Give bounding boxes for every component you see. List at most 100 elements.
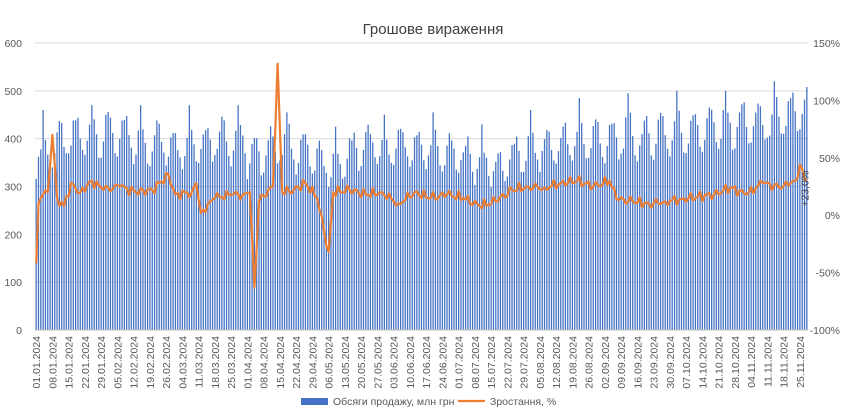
bar [643, 120, 645, 330]
bar [56, 132, 58, 330]
bar [225, 141, 228, 330]
bar [290, 148, 293, 330]
x-tick-label: 26.08.2024 [584, 336, 596, 389]
bar [126, 116, 128, 330]
x-tick-label: 25.11.2024 [795, 336, 807, 388]
x-tick-label: 10.06.2024 [405, 336, 417, 389]
growth-line [35, 62, 808, 289]
bar [191, 129, 193, 330]
bar [337, 153, 339, 330]
bar [773, 81, 775, 331]
bar [743, 102, 745, 330]
legend-label-line: Зростання, % [490, 396, 556, 408]
bar [142, 129, 144, 330]
bar [476, 168, 478, 330]
bar [789, 98, 792, 330]
bar [481, 124, 483, 330]
bar [425, 169, 427, 330]
bar [307, 144, 309, 330]
bar [583, 144, 585, 330]
bar [65, 153, 67, 330]
bar [300, 139, 302, 330]
chart-title: Грошове вираження [363, 21, 504, 38]
bar [223, 120, 225, 330]
bar [323, 166, 325, 330]
bar [411, 160, 413, 330]
bar [237, 105, 239, 330]
bar [567, 144, 569, 330]
bar [460, 160, 462, 330]
bar [722, 110, 724, 331]
x-tick-label: 08.01.2024 [47, 336, 59, 389]
bar [592, 126, 594, 330]
bar [680, 132, 683, 330]
bar [121, 120, 123, 330]
bar [601, 157, 604, 330]
bar [70, 145, 72, 330]
bar [265, 155, 267, 330]
bar [418, 132, 420, 330]
bar [520, 172, 522, 330]
x-tick-label: 30.09.2024 [665, 336, 677, 389]
bar [369, 134, 372, 330]
bar [37, 156, 40, 330]
bar [119, 138, 121, 330]
bar [376, 164, 379, 330]
bar [646, 116, 648, 331]
x-tick-label: 22.01.2024 [80, 336, 92, 389]
bar [597, 122, 599, 330]
bar [413, 137, 416, 330]
x-tick-label: 01.04.2024 [242, 336, 254, 389]
bar [717, 148, 720, 330]
bar [123, 119, 126, 330]
bar [629, 112, 632, 331]
bar [666, 148, 669, 330]
bar [133, 163, 135, 330]
bar [258, 151, 260, 330]
bar [293, 159, 295, 330]
bar [599, 143, 601, 330]
bar [188, 105, 191, 330]
x-tick-label: 23.09.2024 [649, 336, 661, 389]
bar [286, 112, 288, 330]
bar [163, 152, 165, 330]
bar [771, 114, 773, 331]
bar [281, 155, 283, 330]
bar [655, 143, 657, 330]
bar [590, 148, 592, 330]
x-tick-label: 20.05.2024 [356, 336, 368, 389]
bar [734, 148, 736, 330]
bar [448, 133, 450, 330]
bar [669, 156, 671, 330]
bar [727, 112, 729, 330]
bar [780, 133, 782, 330]
bar [627, 93, 629, 330]
bar [195, 161, 197, 330]
bar [803, 99, 806, 331]
bar [529, 109, 532, 330]
bar [446, 145, 448, 330]
bar [198, 162, 200, 330]
bar [632, 136, 634, 330]
bar [314, 170, 316, 330]
bar [397, 129, 399, 330]
y-left-tick-label: 300 [4, 182, 22, 194]
bar [339, 163, 341, 330]
bar [620, 153, 622, 330]
bar [184, 156, 186, 330]
bar [253, 137, 256, 330]
bar [492, 171, 495, 330]
x-tick-label: 11.03.2024 [194, 336, 206, 388]
bar [539, 171, 541, 330]
bar [534, 152, 536, 330]
bar [606, 145, 608, 330]
bar [116, 156, 119, 330]
bar [221, 116, 223, 331]
bar [578, 98, 580, 330]
bar [543, 139, 546, 330]
bar [269, 126, 272, 331]
bar [249, 163, 251, 330]
bar [785, 125, 787, 330]
bar [186, 137, 188, 330]
